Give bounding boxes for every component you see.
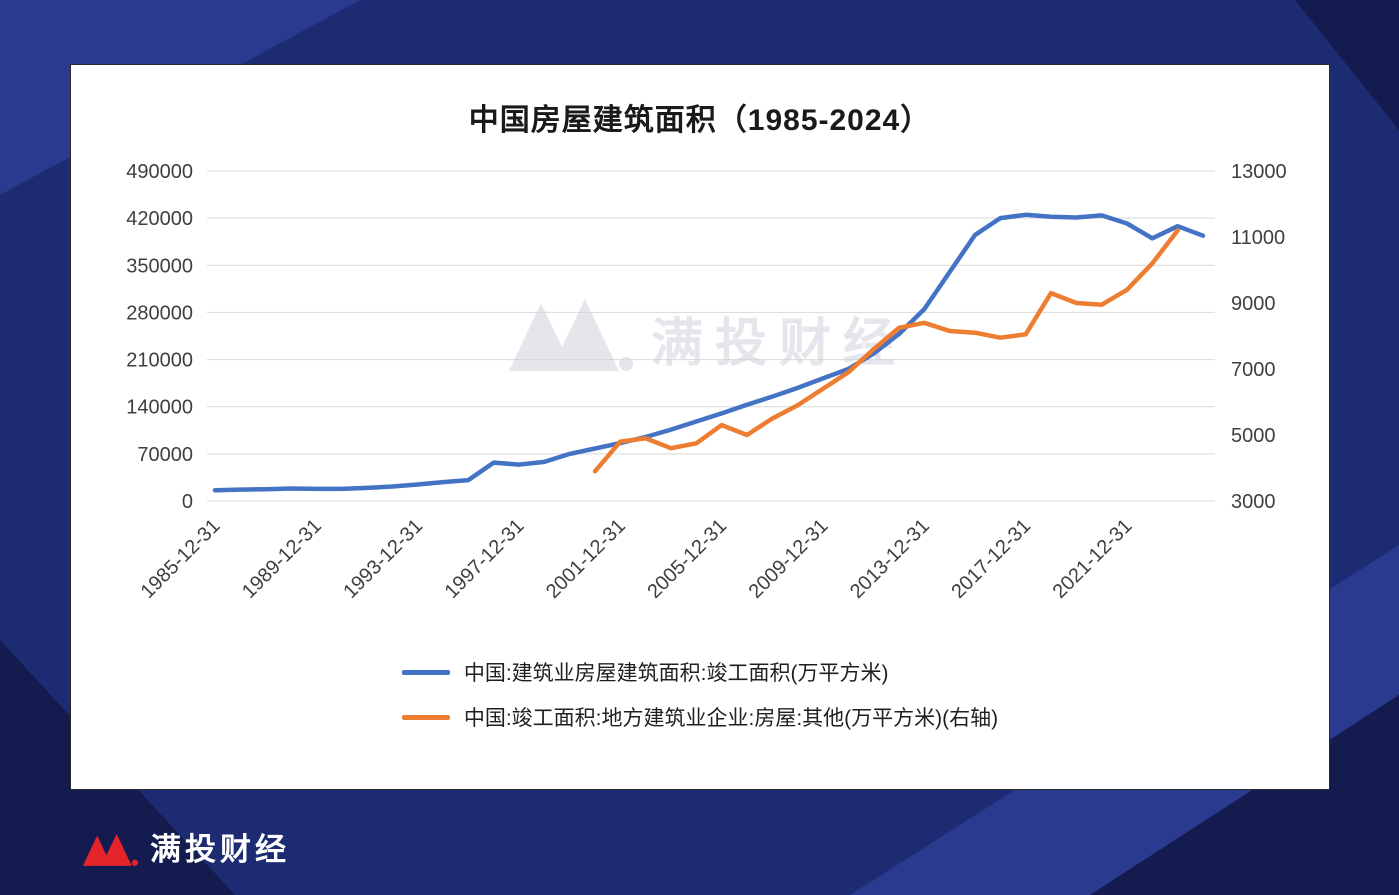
legend-label: 中国:竣工面积:地方建筑业企业:房屋:其他(万平方米)(右轴) <box>463 707 999 730</box>
x-axis-tick-label: 1985-12-31 <box>137 515 225 603</box>
watermark-logo-dot <box>619 357 633 371</box>
right-axis-tick-label: 3000 <box>1231 491 1276 513</box>
brand-name: 满投财经 <box>150 832 290 867</box>
legend-item-local-enterprise-other: 中国:竣工面积:地方建筑业企业:房屋:其他(万平方米)(右轴) <box>401 702 999 732</box>
x-axis-tick-label: 2021-12-31 <box>1049 515 1137 603</box>
left-axis-tick-label: 70000 <box>137 444 193 466</box>
x-axis-tick-label: 2009-12-31 <box>745 515 833 603</box>
x-axis-tick-label: 2017-12-31 <box>947 515 1035 603</box>
left-axis-tick-label: 0 <box>182 491 193 513</box>
chart-legend: 中国:建筑业房屋建筑面积:竣工面积(万平方米) 中国:竣工面积:地方建筑业企业:… <box>401 657 999 732</box>
x-axis-tick-label: 1989-12-31 <box>238 515 326 603</box>
right-axis-tick-label: 5000 <box>1231 425 1276 447</box>
line-chart: 0 70000 140000 210000 280000 350000 420000 4900… <box>126 161 1287 603</box>
left-axis-tick-label: 210000 <box>126 350 193 372</box>
watermark-text: 满投财经 <box>651 315 907 373</box>
brand-logo-icon <box>82 830 138 868</box>
left-axis-tick-label: 280000 <box>126 302 193 324</box>
left-axis-tick-label: 490000 <box>126 161 193 183</box>
x-axis-tick-label: 1993-12-31 <box>339 515 427 603</box>
legend-label: 中国:建筑业房屋建筑面积:竣工面积(万平方米) <box>463 662 889 685</box>
chart-title: 中国房屋建筑面积（1985-2024） <box>468 104 932 137</box>
right-axis-tick-label: 13000 <box>1231 161 1287 183</box>
left-axis-tick-label: 140000 <box>126 397 193 419</box>
watermark-logo-icon <box>509 299 619 371</box>
legend-item-completed-area: 中国:建筑业房屋建筑面积:竣工面积(万平方米) <box>401 657 889 687</box>
legend-swatch-blue <box>401 669 450 675</box>
x-axis-tick-label: 2001-12-31 <box>542 515 630 603</box>
x-axis-tick-label: 2005-12-31 <box>643 515 731 603</box>
left-axis-tick-label: 350000 <box>126 255 193 277</box>
right-axis-tick-label: 9000 <box>1231 293 1276 315</box>
brand-footer: 满投财经 <box>82 830 290 868</box>
right-axis-tick-label: 11000 <box>1231 227 1285 249</box>
x-axis-tick-label: 2013-12-31 <box>846 515 934 603</box>
background-shape-top-right <box>1295 0 1399 130</box>
series-line-orange <box>592 228 1180 474</box>
series-line-blue <box>212 212 1206 493</box>
x-axis-tick-label: 1997-12-31 <box>441 515 529 603</box>
left-axis-tick-label: 420000 <box>126 208 193 230</box>
watermark: 满投财经 <box>509 299 907 373</box>
legend-swatch-orange <box>401 714 450 720</box>
chart-card: 中国房屋建筑面积（1985-2024） 0 70000 140000 210000 28… <box>70 64 1330 790</box>
right-axis-tick-label: 7000 <box>1231 359 1276 381</box>
